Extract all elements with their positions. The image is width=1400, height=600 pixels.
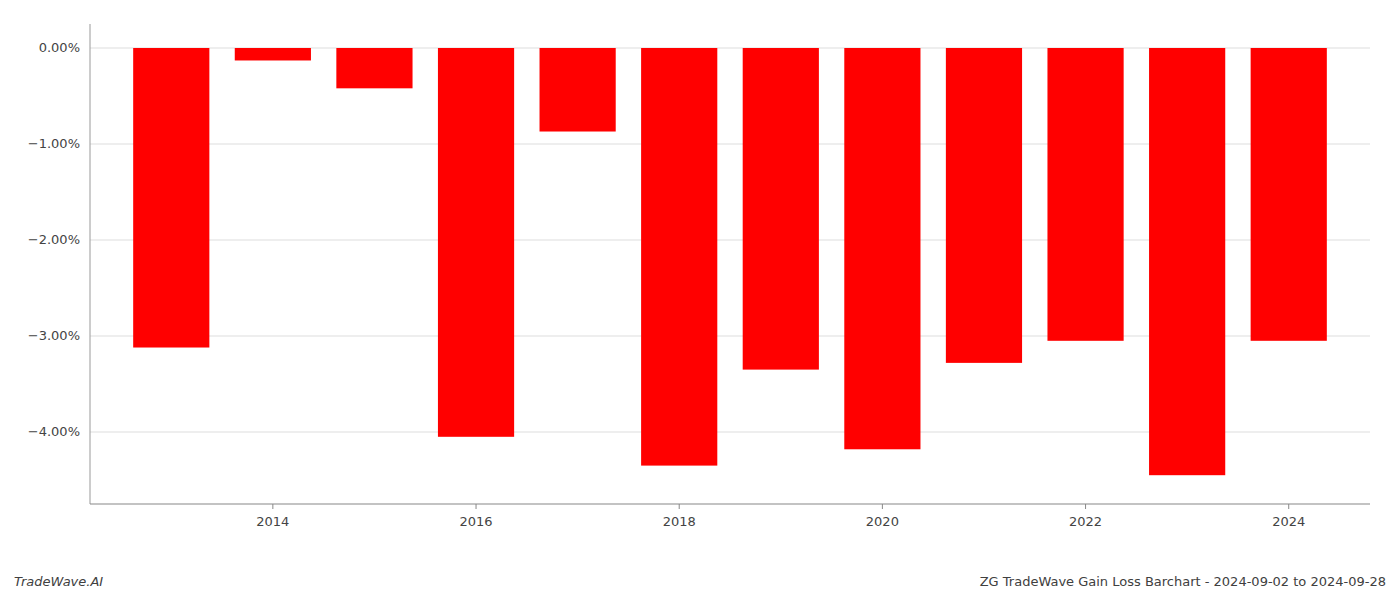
x-tick-label: 2018 <box>663 514 696 529</box>
bar <box>844 48 920 449</box>
chart-container: 0.00%−1.00%−2.00%−3.00%−4.00%20142016201… <box>0 0 1400 600</box>
x-tick-label: 2024 <box>1272 514 1305 529</box>
bar <box>1251 48 1327 341</box>
x-tick-label: 2016 <box>459 514 492 529</box>
x-tick-label: 2020 <box>866 514 899 529</box>
y-tick-label: 0.00% <box>39 40 80 55</box>
title: ZG TradeWave Gain Loss Barchart - 2024-0… <box>980 574 1386 589</box>
x-tick-label: 2014 <box>256 514 289 529</box>
bar <box>235 48 311 60</box>
bar <box>1047 48 1123 341</box>
x-tick <box>882 504 883 509</box>
x-axis-line <box>90 503 1370 504</box>
chart-svg: 0.00%−1.00%−2.00%−3.00%−4.00%20142016201… <box>0 0 1400 600</box>
bar <box>336 48 412 88</box>
y-tick-label: −1.00% <box>28 136 80 151</box>
y-tick-label: −2.00% <box>28 232 80 247</box>
y-tick-label: −3.00% <box>28 328 80 343</box>
bars <box>133 48 1327 475</box>
x-tick <box>679 504 680 509</box>
x-tick-label: 2022 <box>1069 514 1102 529</box>
x-tick <box>1288 504 1289 509</box>
page: {"chart_data": {"type": "bar", "title": … <box>0 0 1400 600</box>
x-axis: 2014 2016 2018 2020 2022 2024 <box>90 504 1370 529</box>
watermark: TradeWave.AI <box>14 574 103 589</box>
y-axis-line <box>90 24 91 504</box>
bar <box>133 48 209 348</box>
y-tick-label: −4.00% <box>28 424 80 439</box>
bar <box>946 48 1022 363</box>
x-tick <box>272 504 273 509</box>
x-tick <box>476 504 477 509</box>
bar <box>743 48 819 370</box>
bar <box>641 48 717 466</box>
y-axis: 0.00% −1.00% −2.00% −3.00% −4.00% <box>28 24 90 504</box>
bar <box>1149 48 1225 475</box>
bar <box>540 48 616 132</box>
bar <box>438 48 514 437</box>
x-tick <box>1085 504 1086 509</box>
